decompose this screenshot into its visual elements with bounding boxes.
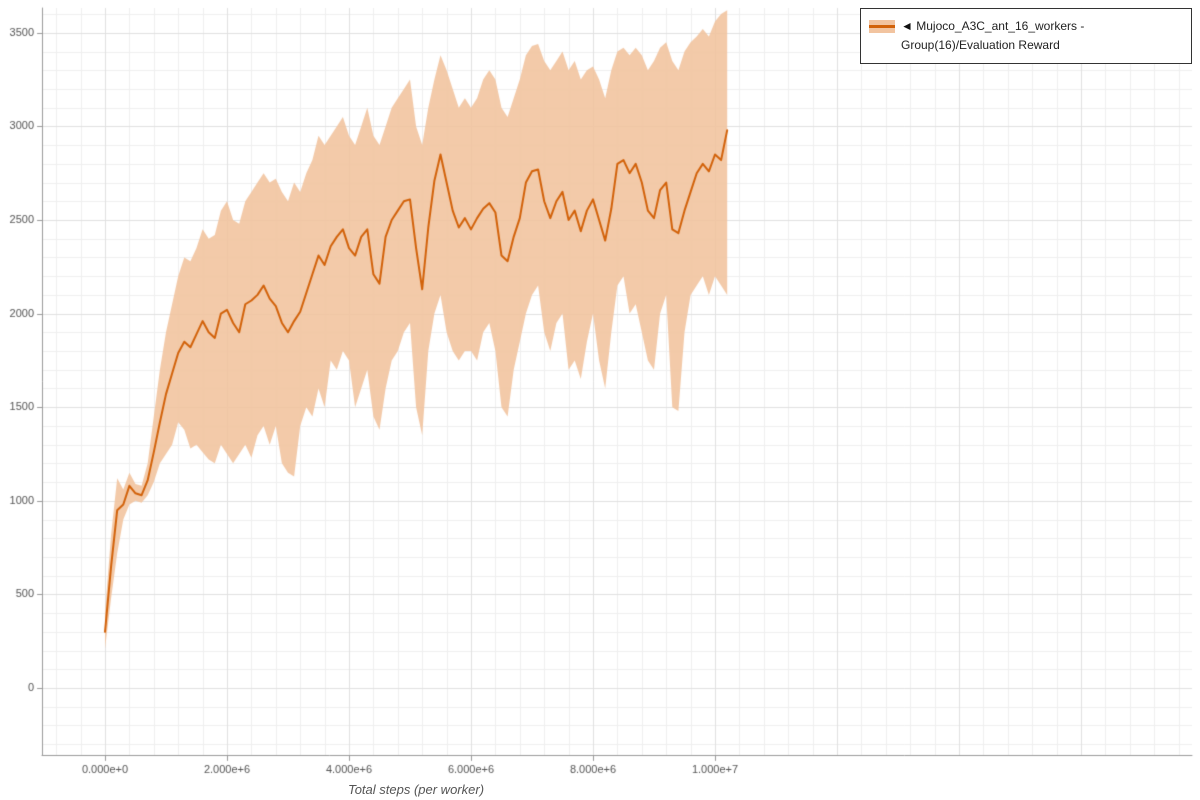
legend-series-name: Mujoco_A3C_ant_16_workers - Group(16)/Ev… — [901, 19, 1085, 53]
legend-marker-icon: ◄ — [901, 19, 913, 33]
legend[interactable]: ◄ Mujoco_A3C_ant_16_workers - Group(16)/… — [860, 8, 1192, 65]
legend-line-icon — [869, 20, 895, 33]
x-axis-title: Total steps (per worker) — [347, 782, 485, 797]
legend-label: ◄ Mujoco_A3C_ant_16_workers - Group(16)/… — [901, 17, 1183, 55]
